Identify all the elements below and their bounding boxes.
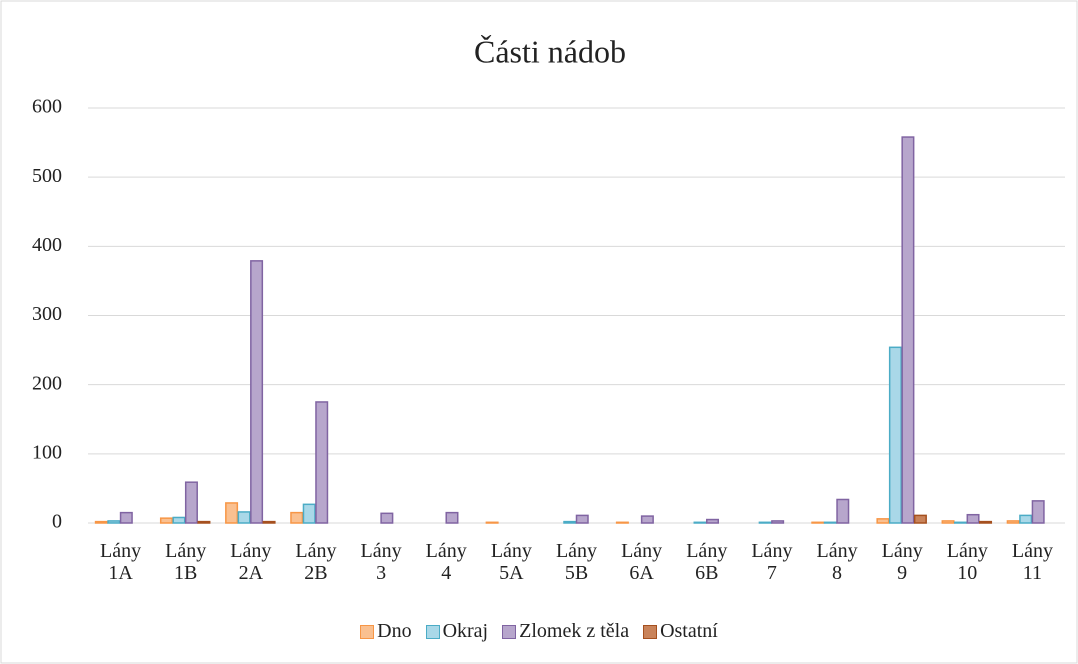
x-tick-label: Lány 5A <box>490 540 532 584</box>
y-tick-label: 600 <box>32 96 62 118</box>
legend-item: Zlomek z těla <box>502 620 629 643</box>
bar <box>615 521 629 524</box>
bar <box>758 521 772 524</box>
bar <box>262 520 276 524</box>
bar <box>888 346 902 524</box>
legend-item: Ostatní <box>643 620 718 643</box>
bar <box>380 512 394 524</box>
x-tick-label: Lány 10 <box>946 540 988 584</box>
y-tick-label: 100 <box>32 441 62 463</box>
legend-label: Okraj <box>442 620 489 642</box>
bar <box>94 520 108 524</box>
bar <box>250 260 264 524</box>
legend-swatch <box>502 624 517 639</box>
x-tick-label: Lány 2A <box>230 540 272 584</box>
legend-swatch <box>643 624 658 639</box>
bar <box>1006 520 1020 524</box>
y-tick-label: 500 <box>32 165 62 187</box>
x-tick-label: Lány 3 <box>360 540 402 584</box>
bar <box>876 518 890 524</box>
x-tick-label: Lány 2B <box>295 540 337 584</box>
bar <box>901 136 915 524</box>
bar <box>107 520 121 524</box>
x-tick-label: Lány 6A <box>621 540 663 584</box>
x-tick-label: Lány 9 <box>881 540 923 584</box>
bar <box>954 521 968 524</box>
bar <box>184 481 198 524</box>
bar <box>575 514 589 524</box>
legend-swatch <box>360 624 375 639</box>
bar <box>640 515 654 524</box>
x-tick-label: Lány 6B <box>686 540 728 584</box>
bar <box>445 511 459 524</box>
legend-label: Dno <box>377 620 412 642</box>
bar <box>836 498 850 524</box>
legend: Dno Okraj Zlomek z těla Ostatní <box>0 620 1078 643</box>
bar <box>159 517 173 524</box>
x-tick-label: Lány 5B <box>555 540 598 584</box>
bar <box>811 521 825 524</box>
y-tick-label: 200 <box>32 372 62 394</box>
bar <box>693 521 707 524</box>
bar <box>771 520 785 524</box>
x-tick-label: Lány 11 <box>1011 540 1053 584</box>
legend-label: Ostatní <box>660 620 718 642</box>
bar <box>172 516 186 524</box>
y-tick-label: 300 <box>32 303 62 325</box>
bar <box>290 511 304 524</box>
legend-item: Dno <box>360 620 412 643</box>
bar <box>302 503 316 524</box>
y-tick-label: 400 <box>32 234 62 256</box>
x-tick-label: Lány 8 <box>816 540 858 584</box>
bar <box>315 401 329 524</box>
bar <box>225 502 239 524</box>
legend-swatch <box>425 624 440 639</box>
bar <box>941 520 955 524</box>
legend-item: Okraj <box>425 620 489 643</box>
chart-title: Části nádob <box>474 33 626 69</box>
bar <box>706 518 720 524</box>
bar <box>913 514 927 524</box>
x-tick-label: Lány 1A <box>100 540 142 584</box>
legend-label: Zlomek z těla <box>519 620 630 642</box>
bar <box>119 511 133 524</box>
x-tick-label: Lány 1B <box>165 540 207 584</box>
y-tick-label: 0 <box>52 511 62 533</box>
bar <box>563 520 577 524</box>
bar <box>1031 500 1045 524</box>
bar <box>823 521 837 524</box>
bar <box>237 511 251 524</box>
bar <box>979 520 993 524</box>
bar <box>966 513 980 524</box>
bar <box>197 520 211 524</box>
bar <box>485 521 499 524</box>
bar <box>1019 514 1033 524</box>
x-tick-label: Lány 7 <box>751 540 793 584</box>
x-tick-label: Lány 4 <box>425 540 467 584</box>
